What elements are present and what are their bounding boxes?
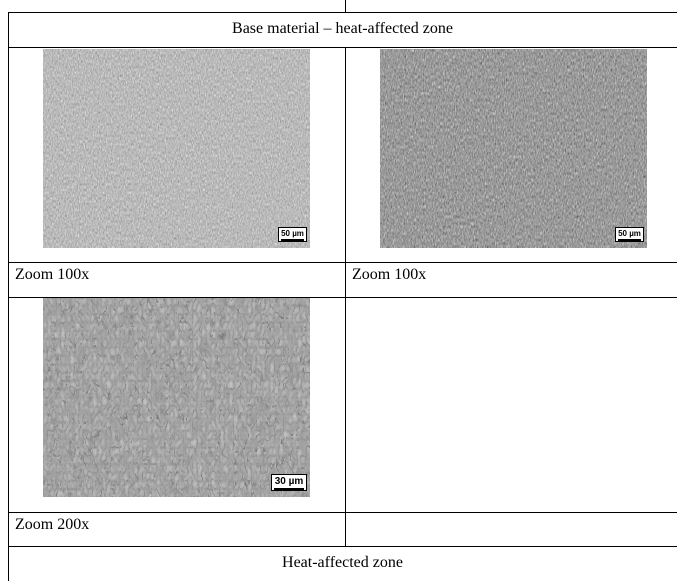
table-rule <box>8 12 677 13</box>
scale-bar-label: 50 µm <box>281 229 304 238</box>
scale-bar: 30 µm <box>271 474 307 491</box>
scale-bar-label: 30 µm <box>274 476 304 487</box>
micrograph-image: 50 µm <box>380 49 647 248</box>
table-rule <box>8 297 677 298</box>
table-rule <box>8 546 677 547</box>
table-header: Heat-affected zone <box>282 554 403 571</box>
image-caption: Zoom 100x <box>352 266 427 283</box>
table-rule <box>8 47 677 48</box>
table-rule <box>345 47 346 546</box>
scale-bar: 50 µm <box>278 227 307 242</box>
image-caption: Zoom 100x <box>15 266 90 283</box>
scale-bar: 50 µm <box>615 227 644 242</box>
image-caption: Zoom 200x <box>15 516 90 533</box>
scale-bar-line <box>281 239 304 241</box>
table-rule <box>8 262 677 263</box>
table-rule <box>345 0 346 12</box>
table-rule <box>8 512 677 513</box>
micrograph-image: 50 µm <box>43 49 310 248</box>
scale-bar-line <box>618 239 641 241</box>
scale-bar-line <box>274 488 304 490</box>
table-header: Base material – heat-affected zone <box>232 20 453 37</box>
micrograph-image: 30 µm <box>43 298 310 497</box>
scale-bar-label: 50 µm <box>618 229 641 238</box>
table-rule <box>8 12 9 581</box>
